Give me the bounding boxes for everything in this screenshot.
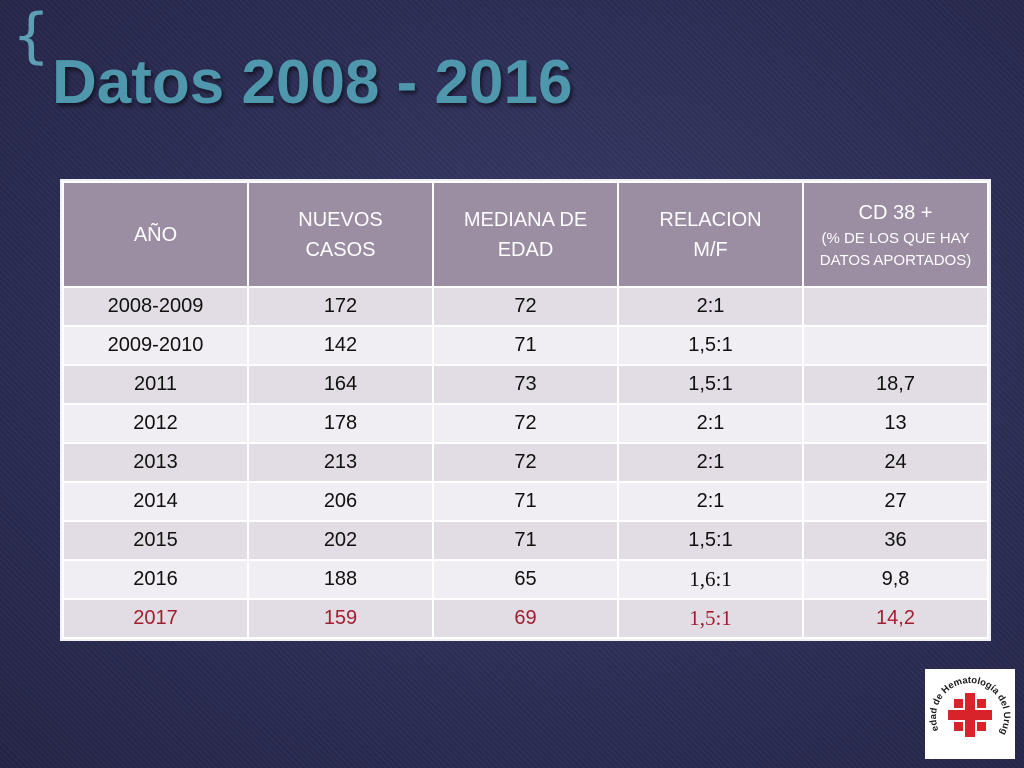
cell-new-cases: 164 [247, 364, 434, 405]
cell-median-age: 65 [432, 559, 619, 600]
cell-ratio: 1,5:1 [617, 598, 804, 639]
cell-year: 2011 [62, 364, 249, 405]
data-table: AÑO NUEVOS CASOS MEDIANA DE EDAD RELACIO… [62, 181, 989, 639]
header-cd38: CD 38 + (% DE LOS QUE HAY DATOS APORTADO… [802, 181, 989, 288]
table-row: 2016 188 65 1,6:1 9,8 [62, 559, 989, 600]
cell-year: 2015 [62, 520, 249, 561]
cell-cd38: 27 [802, 481, 989, 522]
cell-ratio: 2:1 [617, 403, 804, 444]
cell-median-age: 71 [432, 481, 619, 522]
cell-ratio: 2:1 [617, 286, 804, 327]
cell-new-cases: 206 [247, 481, 434, 522]
cell-year: 2009-2010 [62, 325, 249, 366]
society-logo: Sociedad de Hematología del Uruguay [925, 669, 1015, 759]
header-year: AÑO [62, 181, 249, 288]
cell-ratio: 1,5:1 [617, 325, 804, 366]
cell-median-age: 71 [432, 520, 619, 561]
cell-cd38: 36 [802, 520, 989, 561]
cell-median-age: 71 [432, 325, 619, 366]
cell-ratio: 2:1 [617, 481, 804, 522]
cell-ratio: 1,5:1 [617, 520, 804, 561]
bracket-decoration: { [12, 1, 51, 71]
logo-cross-icon [948, 693, 992, 737]
cell-new-cases: 159 [247, 598, 434, 639]
cell-new-cases: 142 [247, 325, 434, 366]
cell-cd38 [802, 286, 989, 327]
table-row: 2017 159 69 1,5:1 14,2 [62, 598, 989, 639]
cell-median-age: 72 [432, 403, 619, 444]
cell-new-cases: 213 [247, 442, 434, 483]
cell-cd38 [802, 325, 989, 366]
cell-ratio: 2:1 [617, 442, 804, 483]
cell-median-age: 72 [432, 286, 619, 327]
table-row: 2014 206 71 2:1 27 [62, 481, 989, 522]
cell-new-cases: 188 [247, 559, 434, 600]
header-ratio: RELACION M/F [617, 181, 804, 288]
cell-median-age: 73 [432, 364, 619, 405]
table-row: 2011 164 73 1,5:1 18,7 [62, 364, 989, 405]
table-header-row: AÑO NUEVOS CASOS MEDIANA DE EDAD RELACIO… [62, 181, 989, 288]
cell-median-age: 72 [432, 442, 619, 483]
cell-cd38: 9,8 [802, 559, 989, 600]
table-row: 2009-2010 142 71 1,5:1 [62, 325, 989, 366]
cell-year: 2012 [62, 403, 249, 444]
header-median-age: MEDIANA DE EDAD [432, 181, 619, 288]
table-row: 2012 178 72 2:1 13 [62, 403, 989, 444]
cell-year: 2016 [62, 559, 249, 600]
cell-year: 2017 [62, 598, 249, 639]
table-row: 2015 202 71 1,5:1 36 [62, 520, 989, 561]
cell-year: 2013 [62, 442, 249, 483]
cell-median-age: 69 [432, 598, 619, 639]
cell-ratio: 1,6:1 [617, 559, 804, 600]
cell-cd38: 18,7 [802, 364, 989, 405]
slide-title: Datos 2008 - 2016 [52, 48, 573, 117]
cell-new-cases: 172 [247, 286, 434, 327]
cell-year: 2008-2009 [62, 286, 249, 327]
cell-cd38: 24 [802, 442, 989, 483]
cell-cd38: 13 [802, 403, 989, 444]
cell-year: 2014 [62, 481, 249, 522]
cell-new-cases: 178 [247, 403, 434, 444]
cell-cd38: 14,2 [802, 598, 989, 639]
table-row: 2013 213 72 2:1 24 [62, 442, 989, 483]
cell-new-cases: 202 [247, 520, 434, 561]
cell-ratio: 1,5:1 [617, 364, 804, 405]
table-row: 2008-2009 172 72 2:1 [62, 286, 989, 327]
header-new-cases: NUEVOS CASOS [247, 181, 434, 288]
